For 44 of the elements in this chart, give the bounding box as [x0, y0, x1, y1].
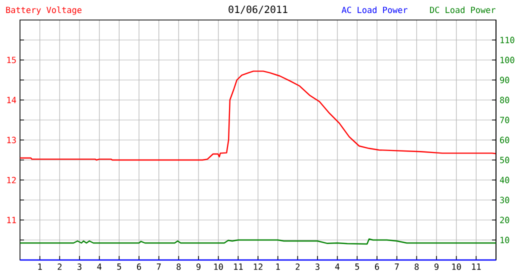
text: Battery Voltage [6, 6, 82, 15]
x-tick-label: 11 [234, 264, 243, 270]
y2-tick-label: 100 [500, 56, 514, 64]
y-tick-label: 14 [7, 96, 16, 104]
x-tick-label: 4 [97, 264, 102, 270]
x-tick-label: 7 [394, 264, 399, 270]
y2-tick-label: 90 [500, 76, 510, 84]
x-tick-label: 9 [434, 264, 438, 270]
x-tick-label: 5 [117, 264, 122, 270]
y2-tick-label: 50 [500, 156, 510, 164]
x-tick-label: 10 [452, 264, 461, 270]
x-tick-label: 3 [78, 264, 82, 270]
y2-tick-label: 60 [500, 136, 510, 144]
line-series [20, 70, 496, 161]
x-tick-label: 5 [355, 264, 360, 270]
y2-tick-label: 80 [500, 96, 510, 104]
x-tick-label: 9 [196, 264, 200, 270]
x-tick-label: 8 [414, 264, 419, 270]
y2-tick-label: 30 [500, 196, 510, 204]
chart-title: 01/06/2011 [228, 6, 288, 14]
x-tick-label: 1 [276, 264, 280, 270]
y2-tick-label: 110 [500, 36, 514, 44]
y-tick-label: 15 [7, 56, 16, 64]
x-tick-label: 2 [58, 264, 62, 270]
x-tick-label: 2 [296, 264, 300, 270]
y2-tick-label: 10 [500, 236, 510, 244]
y2-tick-label: 40 [500, 176, 510, 184]
x-tick-label: 6 [375, 264, 379, 270]
x-tick-label: 10 [214, 264, 223, 270]
y-tick-label: 11 [7, 216, 16, 224]
x-tick-label: 7 [156, 264, 161, 270]
y2-tick-label: 70 [500, 116, 510, 124]
x-tick-label: 8 [176, 264, 181, 270]
y-tick-label: 12 [7, 176, 16, 184]
text: AC Load Power [342, 6, 408, 14]
x-tick-label: 1 [38, 264, 42, 270]
text: DC Load Power [430, 6, 496, 14]
x-tick-label: 6 [137, 264, 141, 270]
y-tick-label: 13 [7, 136, 16, 144]
y2-tick-label: 20 [500, 216, 510, 224]
x-tick-label: 4 [335, 264, 340, 270]
x-tick-label: 11 [472, 264, 481, 270]
x-tick-label: 12 [254, 264, 262, 270]
x-tick-label: 3 [316, 264, 320, 270]
